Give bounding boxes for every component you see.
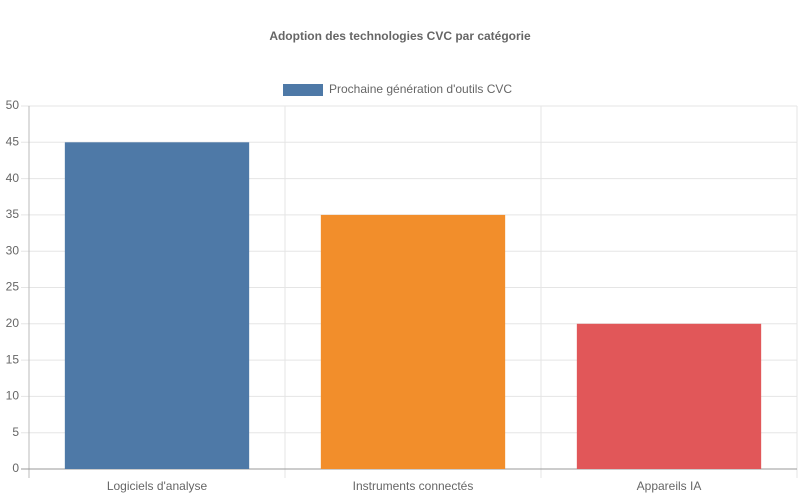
y-tick-label: 5 — [12, 425, 19, 439]
legend-label: Prochaine génération d'outils CVC — [329, 82, 512, 96]
y-tick-label: 50 — [6, 98, 20, 112]
y-tick-label: 35 — [6, 207, 20, 221]
y-tick-label: 0 — [12, 461, 19, 475]
y-tick-label: 10 — [6, 389, 20, 403]
bar — [576, 323, 762, 469]
legend-swatch — [283, 84, 323, 96]
y-tick-label: 30 — [6, 243, 20, 257]
y-tick-label: 15 — [6, 352, 20, 366]
y-tick-label: 20 — [6, 316, 20, 330]
x-tick-label: Instruments connectés — [353, 479, 474, 493]
x-tick-label: Logiciels d'analyse — [107, 479, 208, 493]
x-tick-label: Appareils IA — [637, 479, 702, 493]
y-tick-label: 40 — [6, 171, 20, 185]
y-tick-label: 45 — [6, 134, 20, 148]
bar — [320, 214, 506, 469]
bar — [64, 142, 250, 470]
chart-title: Adoption des technologies CVC par catégo… — [269, 29, 531, 43]
y-tick-label: 25 — [6, 280, 20, 294]
